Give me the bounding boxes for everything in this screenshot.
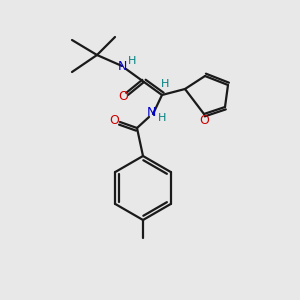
Text: N: N <box>117 59 127 73</box>
Text: H: H <box>128 56 136 66</box>
Text: H: H <box>158 113 166 123</box>
Text: H: H <box>161 79 169 89</box>
Text: N: N <box>146 106 156 119</box>
Text: O: O <box>199 115 209 128</box>
Text: O: O <box>109 113 119 127</box>
Text: O: O <box>118 91 128 103</box>
